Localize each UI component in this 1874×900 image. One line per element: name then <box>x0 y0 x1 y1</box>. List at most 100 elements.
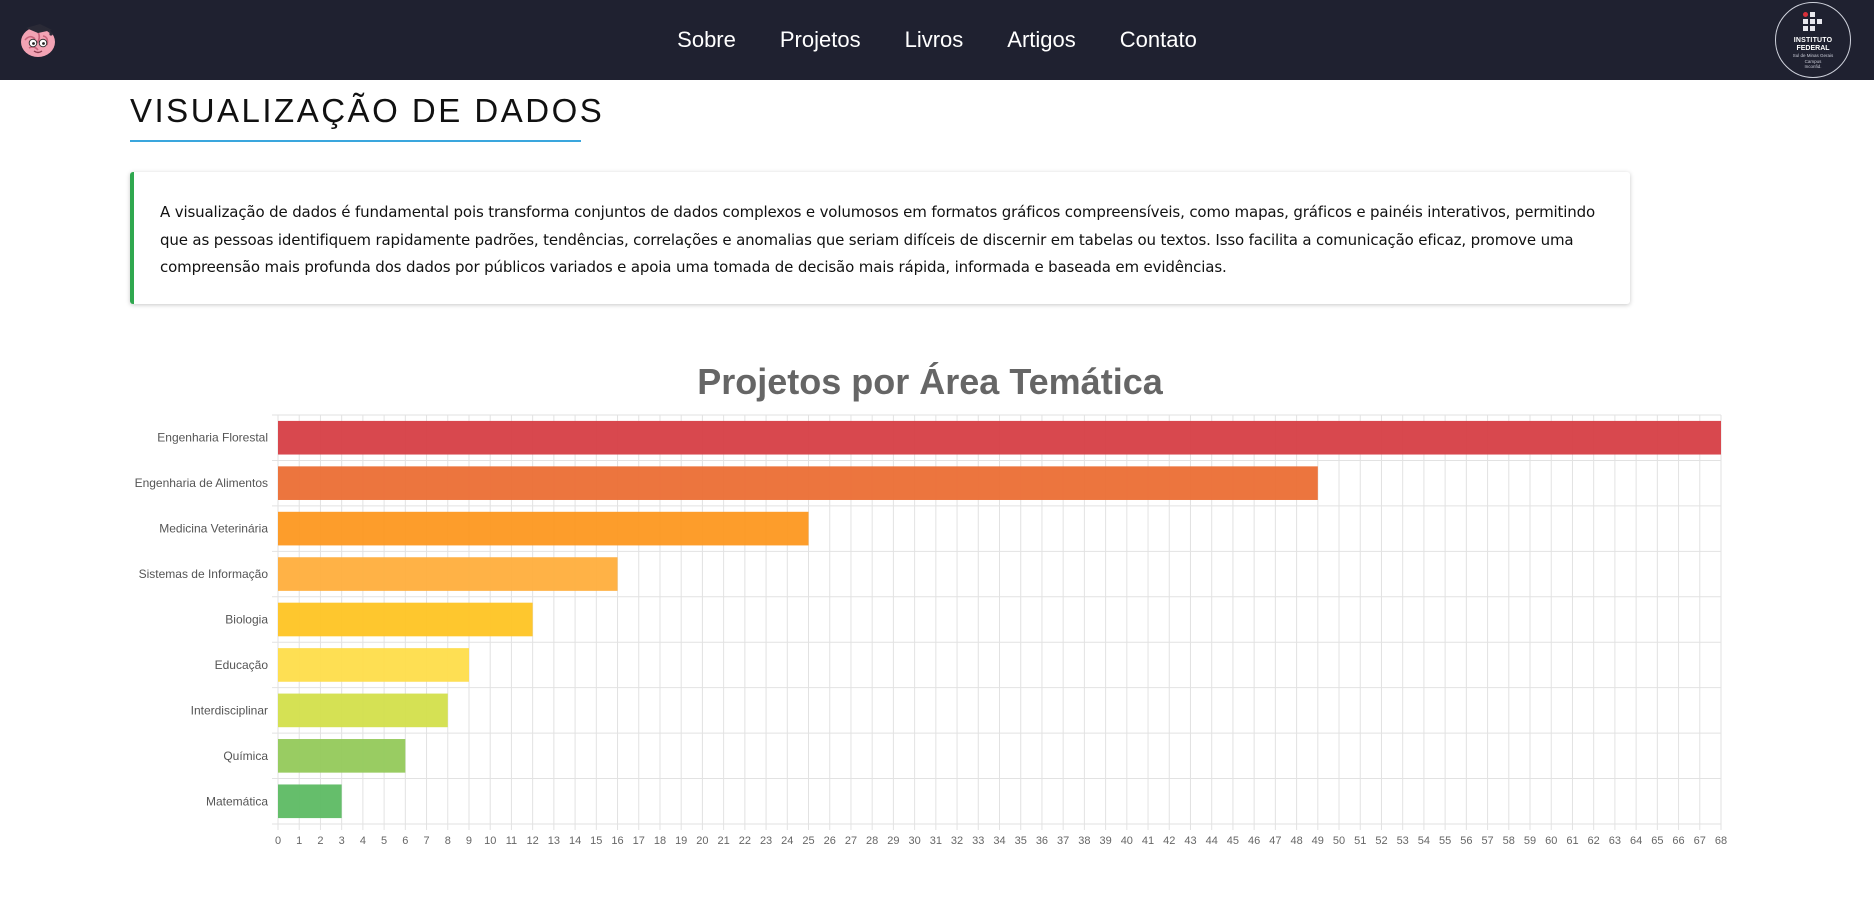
x-tick-label: 14 <box>569 835 581 847</box>
institution-name-line5: Inconfid. <box>1804 63 1822 69</box>
chart-bars <box>278 420 1721 819</box>
category-label: Biologia <box>225 613 268 627</box>
x-tick-label: 64 <box>1630 835 1642 847</box>
category-label: Engenharia de Alimentos <box>135 476 268 490</box>
nav-link-sobre[interactable]: Sobre <box>677 27 736 52</box>
x-tick-label: 61 <box>1566 835 1578 847</box>
x-tick-label: 22 <box>739 835 751 847</box>
x-tick-label: 0 <box>275 835 281 847</box>
chart-title: Projetos por Área Temática <box>697 361 1163 402</box>
x-tick-label: 53 <box>1397 835 1409 847</box>
x-tick-label: 30 <box>908 835 920 847</box>
chart-bar[interactable] <box>278 466 1318 500</box>
x-tick-label: 60 <box>1545 835 1557 847</box>
institution-name-line2: FEDERAL <box>1796 44 1830 52</box>
x-tick-label: 2 <box>317 835 323 847</box>
chart-bar[interactable] <box>278 602 533 637</box>
category-label: Engenharia Florestal <box>157 431 268 445</box>
institution-mark-icon <box>1803 11 1823 34</box>
x-tick-label: 33 <box>972 835 984 847</box>
chart-bar[interactable] <box>278 557 618 591</box>
nav-link-livros[interactable]: Livros <box>904 27 964 52</box>
nav-link-artigos[interactable]: Artigos <box>1007 27 1076 52</box>
brain-mascot-logo[interactable] <box>16 18 60 62</box>
nav-link-contato[interactable]: Contato <box>1119 27 1197 52</box>
x-tick-label: 41 <box>1142 835 1154 847</box>
x-tick-label: 9 <box>466 835 472 847</box>
x-tick-label: 8 <box>445 835 451 847</box>
x-tick-label: 50 <box>1333 835 1345 847</box>
x-tick-label: 39 <box>1099 835 1111 847</box>
x-tick-label: 29 <box>887 835 899 847</box>
x-tick-label: 38 <box>1078 835 1090 847</box>
top-navbar: Sobre Projetos Livros Artigos Contato IN… <box>0 0 1874 80</box>
x-tick-label: 4 <box>360 835 366 847</box>
x-tick-label: 12 <box>527 835 539 847</box>
x-tick-label: 32 <box>951 835 963 847</box>
category-label: Medicina Veterinária <box>159 522 268 536</box>
x-tick-label: 31 <box>930 835 942 847</box>
x-tick-label: 19 <box>675 835 687 847</box>
x-tick-label: 46 <box>1248 835 1260 847</box>
x-tick-label: 11 <box>506 835 517 847</box>
chart-category-labels: Engenharia Florestal Engenharia de Alimen… <box>135 431 269 809</box>
x-tick-label: 26 <box>824 835 836 847</box>
x-tick-label: 63 <box>1609 835 1621 847</box>
x-tick-label: 7 <box>423 835 429 847</box>
institution-logo[interactable]: INSTITUTO FEDERAL Sul de Minas Gerais Ca… <box>1775 2 1851 78</box>
chart-bar[interactable] <box>278 693 448 728</box>
x-tick-label: 17 <box>633 835 645 847</box>
x-tick-label: 15 <box>590 835 602 847</box>
x-tick-label: 56 <box>1460 835 1472 847</box>
category-label: Química <box>223 749 268 763</box>
x-tick-label: 34 <box>993 835 1005 847</box>
x-tick-label: 6 <box>402 835 408 847</box>
x-tick-label: 66 <box>1672 835 1684 847</box>
x-tick-label: 58 <box>1503 835 1515 847</box>
chart-bar[interactable] <box>278 420 1721 455</box>
x-tick-label: 67 <box>1694 835 1706 847</box>
x-tick-label: 13 <box>548 835 560 847</box>
x-tick-label: 68 <box>1715 835 1727 847</box>
category-label: Sistemas de Informação <box>139 567 269 581</box>
x-tick-label: 65 <box>1651 835 1663 847</box>
x-tick-label: 45 <box>1227 835 1239 847</box>
x-tick-label: 37 <box>1057 835 1069 847</box>
x-tick-label: 24 <box>781 835 793 847</box>
chart-bar[interactable] <box>278 511 809 546</box>
x-tick-label: 48 <box>1290 835 1302 847</box>
chart-bar[interactable] <box>278 739 406 773</box>
x-tick-label: 25 <box>802 835 814 847</box>
institution-name-line3: Sul de Minas Gerais <box>1792 52 1834 58</box>
x-tick-label: 10 <box>484 835 496 847</box>
category-label: Interdisciplinar <box>191 703 268 717</box>
x-tick-label: 52 <box>1375 835 1387 847</box>
x-tick-label: 27 <box>845 835 857 847</box>
x-tick-label: 44 <box>1206 835 1218 847</box>
x-tick-label: 62 <box>1588 835 1600 847</box>
chart-container: Projetos por Área Temática Engenharia Fl… <box>0 350 1874 850</box>
projects-by-area-chart: Projetos por Área Temática Engenharia Fl… <box>135 361 1728 847</box>
institution-name-line4: Campus <box>1804 58 1822 64</box>
x-tick-label: 1 <box>296 835 302 847</box>
x-tick-label: 21 <box>718 835 730 847</box>
x-tick-label: 43 <box>1184 835 1196 847</box>
page-title: VISUALIZAÇÃO DE DADOS <box>130 92 605 129</box>
x-tick-label: 35 <box>1015 835 1027 847</box>
x-tick-label: 49 <box>1312 835 1324 847</box>
x-tick-label: 23 <box>760 835 772 847</box>
category-label: Educação <box>215 658 269 672</box>
chart-bar[interactable] <box>278 784 342 819</box>
x-tick-label: 18 <box>654 835 666 847</box>
institution-name-line1: INSTITUTO <box>1793 36 1833 44</box>
x-tick-label: 42 <box>1163 835 1175 847</box>
chart-bar[interactable] <box>278 648 469 682</box>
x-tick-label: 20 <box>696 835 708 847</box>
x-tick-label: 3 <box>339 835 345 847</box>
nav-link-projetos[interactable]: Projetos <box>779 27 861 52</box>
chart-x-ticks: 0 1 2 3 4 5 6 7 8 9 10 11 12 13 14 15 16 17 18 19 20 21 22 23 24… <box>275 835 1727 847</box>
description-card: A visualização de dados é fundamental po… <box>130 172 1630 304</box>
main-nav: Sobre Projetos Livros Artigos Contato <box>0 0 1874 80</box>
x-tick-label: 59 <box>1524 835 1536 847</box>
category-label: Matemática <box>206 794 268 808</box>
